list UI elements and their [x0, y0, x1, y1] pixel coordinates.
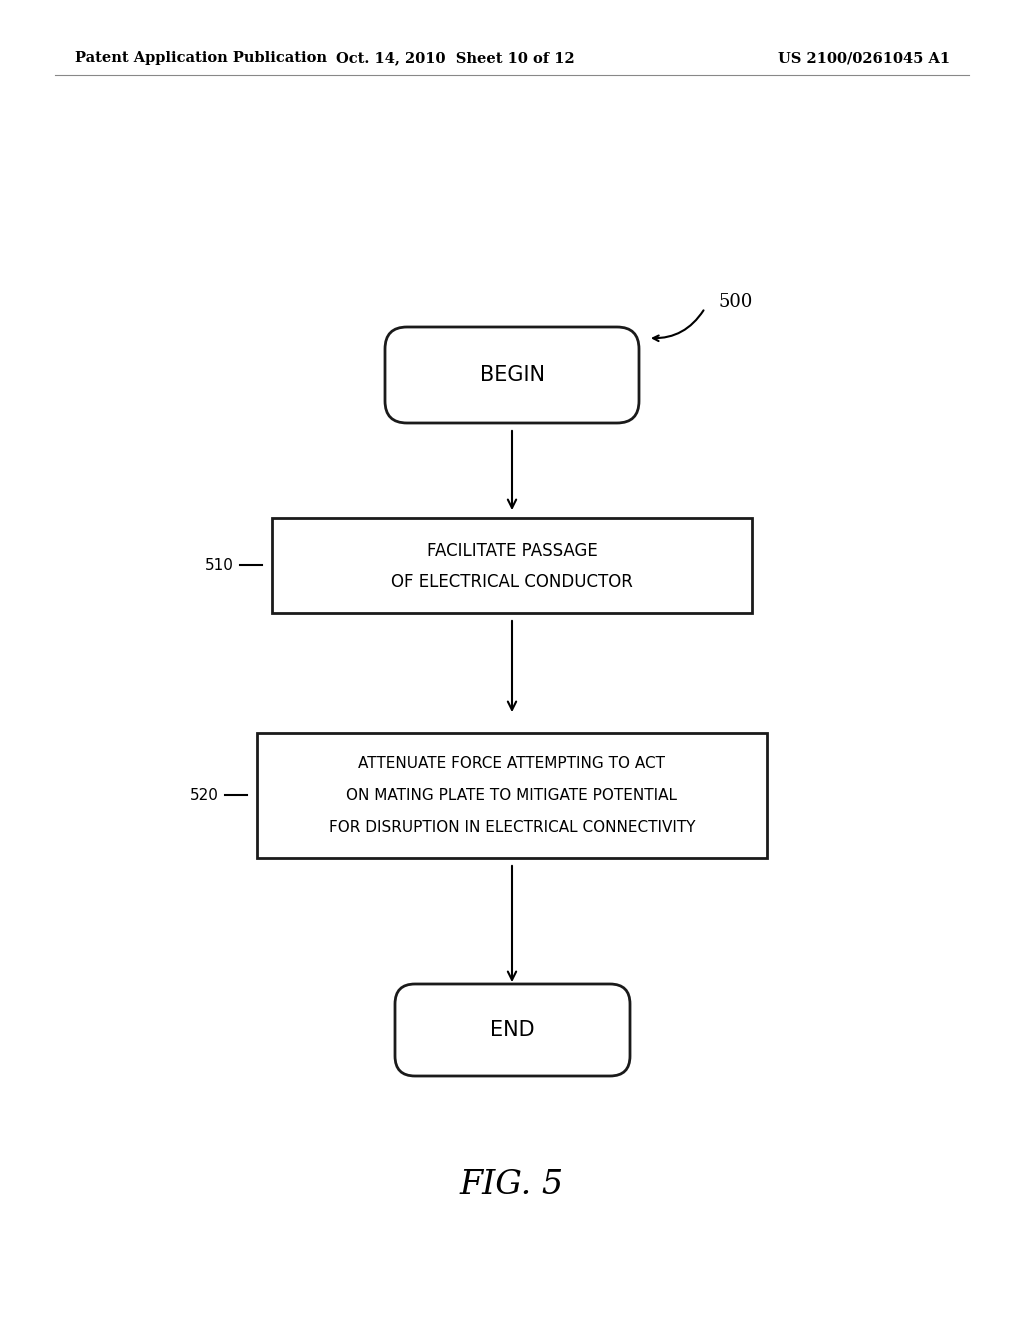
Text: 510: 510 — [205, 557, 234, 573]
Text: BEGIN: BEGIN — [479, 366, 545, 385]
Text: FACILITATE PASSAGE: FACILITATE PASSAGE — [427, 543, 597, 560]
Text: Oct. 14, 2010  Sheet 10 of 12: Oct. 14, 2010 Sheet 10 of 12 — [336, 51, 574, 65]
Text: FIG. 5: FIG. 5 — [460, 1170, 564, 1201]
Text: FOR DISRUPTION IN ELECTRICAL CONNECTIVITY: FOR DISRUPTION IN ELECTRICAL CONNECTIVIT… — [329, 820, 695, 834]
Text: OF ELECTRICAL CONDUCTOR: OF ELECTRICAL CONDUCTOR — [391, 573, 633, 591]
FancyBboxPatch shape — [385, 327, 639, 422]
Text: 500: 500 — [718, 293, 753, 312]
Text: ATTENUATE FORCE ATTEMPTING TO ACT: ATTENUATE FORCE ATTEMPTING TO ACT — [358, 755, 666, 771]
Text: US 2100/0261045 A1: US 2100/0261045 A1 — [778, 51, 950, 65]
Text: 520: 520 — [190, 788, 219, 803]
Text: ON MATING PLATE TO MITIGATE POTENTIAL: ON MATING PLATE TO MITIGATE POTENTIAL — [346, 788, 678, 803]
FancyBboxPatch shape — [272, 517, 752, 612]
Text: END: END — [489, 1020, 535, 1040]
FancyBboxPatch shape — [395, 983, 630, 1076]
FancyBboxPatch shape — [257, 733, 767, 858]
Text: Patent Application Publication: Patent Application Publication — [75, 51, 327, 65]
